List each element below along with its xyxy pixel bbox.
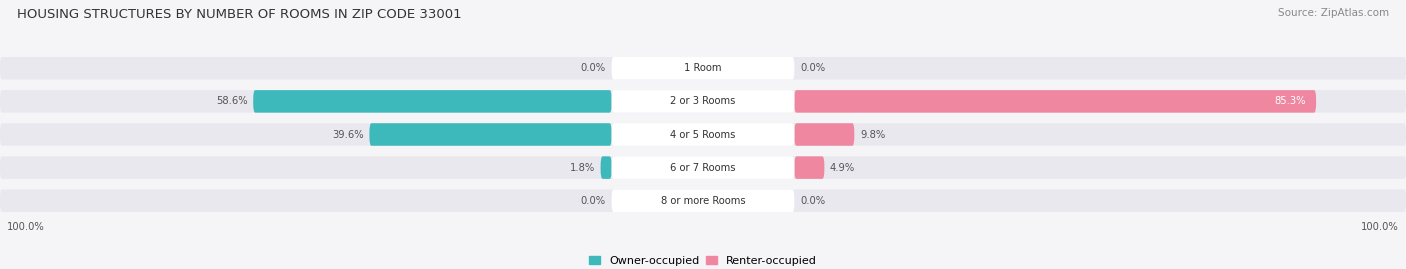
FancyBboxPatch shape [794, 90, 1316, 113]
FancyBboxPatch shape [612, 123, 794, 146]
FancyBboxPatch shape [0, 57, 1406, 80]
Text: 100.0%: 100.0% [7, 222, 45, 232]
FancyBboxPatch shape [370, 123, 612, 146]
Text: 4 or 5 Rooms: 4 or 5 Rooms [671, 129, 735, 140]
Text: 6 or 7 Rooms: 6 or 7 Rooms [671, 162, 735, 173]
Text: 9.8%: 9.8% [860, 129, 886, 140]
Legend: Owner-occupied, Renter-occupied: Owner-occupied, Renter-occupied [585, 251, 821, 269]
Text: 0.0%: 0.0% [581, 196, 606, 206]
FancyBboxPatch shape [612, 90, 794, 113]
Text: 100.0%: 100.0% [1361, 222, 1399, 232]
FancyBboxPatch shape [600, 156, 612, 179]
Text: 0.0%: 0.0% [581, 63, 606, 73]
FancyBboxPatch shape [794, 123, 855, 146]
Text: 8 or more Rooms: 8 or more Rooms [661, 196, 745, 206]
Text: 58.6%: 58.6% [217, 96, 247, 107]
Text: 39.6%: 39.6% [332, 129, 364, 140]
FancyBboxPatch shape [0, 90, 1406, 113]
Text: 1 Room: 1 Room [685, 63, 721, 73]
FancyBboxPatch shape [612, 189, 794, 212]
Text: 4.9%: 4.9% [830, 162, 855, 173]
FancyBboxPatch shape [0, 189, 1406, 212]
Text: Source: ZipAtlas.com: Source: ZipAtlas.com [1278, 8, 1389, 18]
FancyBboxPatch shape [0, 156, 1406, 179]
FancyBboxPatch shape [612, 156, 794, 179]
Text: 0.0%: 0.0% [800, 63, 825, 73]
Text: 1.8%: 1.8% [569, 162, 595, 173]
FancyBboxPatch shape [612, 57, 794, 80]
Text: HOUSING STRUCTURES BY NUMBER OF ROOMS IN ZIP CODE 33001: HOUSING STRUCTURES BY NUMBER OF ROOMS IN… [17, 8, 461, 21]
Text: 0.0%: 0.0% [800, 196, 825, 206]
Text: 85.3%: 85.3% [1274, 96, 1306, 107]
Text: 2 or 3 Rooms: 2 or 3 Rooms [671, 96, 735, 107]
FancyBboxPatch shape [0, 123, 1406, 146]
FancyBboxPatch shape [253, 90, 612, 113]
FancyBboxPatch shape [794, 156, 824, 179]
